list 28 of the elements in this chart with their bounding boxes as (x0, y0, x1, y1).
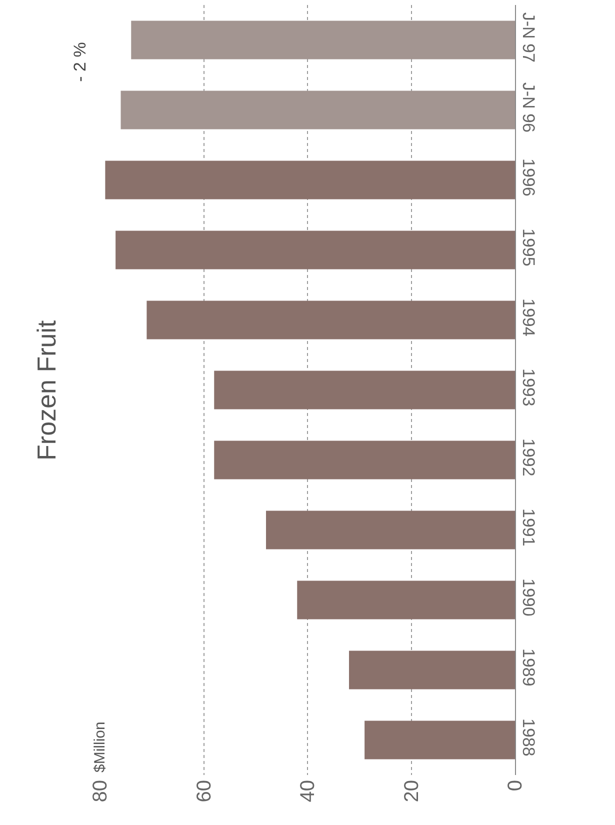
y-tick-label: 1996 (518, 158, 538, 196)
text: - 2 % (70, 42, 90, 82)
y-tick-label: J-N 96 (518, 82, 538, 132)
y-tick-label: 1988 (518, 718, 538, 756)
x-tick-label: 0 (504, 780, 526, 792)
x-tick-label: 20 (400, 780, 423, 802)
y-tick-label: 1989 (518, 648, 538, 686)
y-tick-label: 1991 (518, 508, 538, 546)
x-tick-label: 40 (297, 780, 319, 802)
bar (214, 370, 515, 410)
bar (266, 510, 515, 550)
bar (116, 230, 515, 270)
y-tick-label: 1992 (518, 438, 538, 476)
bar (214, 440, 515, 480)
y-tick-label: 1994 (518, 298, 538, 336)
y-tick-label: 1995 (518, 228, 538, 266)
bar (364, 720, 515, 760)
y-tick-label: 1990 (518, 578, 538, 616)
bar (146, 300, 515, 340)
y-tick-label: 1993 (518, 368, 538, 406)
bar (297, 580, 515, 620)
text: Frozen Fruit (31, 320, 62, 460)
x-tick-label: 80 (90, 780, 112, 802)
x-tick-label: 60 (193, 780, 216, 802)
bar (349, 650, 515, 690)
y-axis-title: $Million (92, 722, 108, 772)
bar (105, 160, 515, 200)
y-tick-label: J-N 97 (518, 12, 538, 62)
